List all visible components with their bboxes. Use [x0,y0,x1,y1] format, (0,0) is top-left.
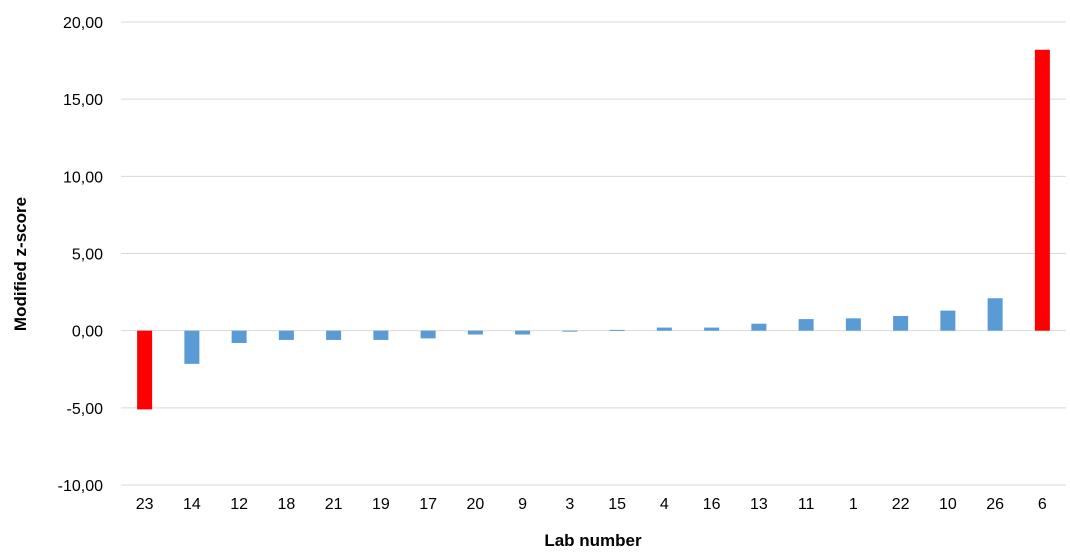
x-axis-title: Lab number [544,531,642,550]
y-tick-label: -5,00 [67,401,104,418]
y-tick-label: 15,00 [63,92,103,109]
x-tick-label: 22 [892,496,910,513]
x-tick-label: 13 [750,496,768,513]
bar-lab-11 [798,319,814,331]
bar-lab-22 [893,316,909,331]
bar-lab-13 [751,323,767,331]
bar-lab-18 [278,330,294,340]
x-tick-label: 14 [183,496,201,513]
bar-lab-16 [704,327,720,331]
x-tick-label: 15 [608,496,626,513]
x-tick-label: 1 [849,496,858,513]
x-tick-label: 3 [565,496,574,513]
bar-lab-1 [845,318,861,331]
x-tick-label: 26 [986,496,1004,513]
bar-lab-21 [326,330,342,340]
bar-lab-19 [373,330,389,340]
gridlines [121,21,1066,486]
x-tick-label: 9 [518,496,527,513]
y-tick-label: 20,00 [63,15,103,32]
y-tick-labels: 20,00 15,00 10,00 5,00 0,00 -5,00 -10,00 [58,15,103,495]
x-tick-label: 4 [660,496,669,513]
y-tick-label: 10,00 [63,169,103,186]
x-tick-label: 10 [939,496,957,513]
bars [137,49,1050,410]
bar-lab-10 [940,310,956,331]
bar-lab-15 [609,329,625,331]
y-tick-label: 0,00 [72,324,103,341]
x-tick-label: 6 [1038,496,1047,513]
y-tick-label: -10,00 [58,478,103,495]
bar-lab-14 [184,330,200,364]
x-tick-label: 19 [372,496,390,513]
bar-lab-12 [231,330,247,344]
x-tick-label: 11 [798,496,815,513]
y-tick-label: 5,00 [72,247,103,264]
bar-lab-26 [987,298,1003,331]
y-axis-title: Modified z-score [11,197,30,331]
x-tick-label: 17 [419,496,437,513]
x-tick-label: 12 [230,496,248,513]
bar-lab-23 [137,330,153,410]
x-tick-label: 20 [466,496,484,513]
x-tick-labels: 23 14 12 18 21 19 17 20 9 3 15 4 16 13 11 1 22 10 26 6 [136,496,1047,513]
bar-lab-6 [1034,49,1050,331]
x-tick-label: 23 [136,496,154,513]
bar-lab-17 [420,330,436,339]
x-tick-label: 21 [325,496,343,513]
x-tick-label: 18 [277,496,295,513]
bar-lab-20 [467,330,483,335]
bar-lab-9 [515,330,531,335]
x-tick-label: 16 [703,496,721,513]
bar-lab-3 [562,330,578,332]
bar-lab-4 [656,327,672,331]
